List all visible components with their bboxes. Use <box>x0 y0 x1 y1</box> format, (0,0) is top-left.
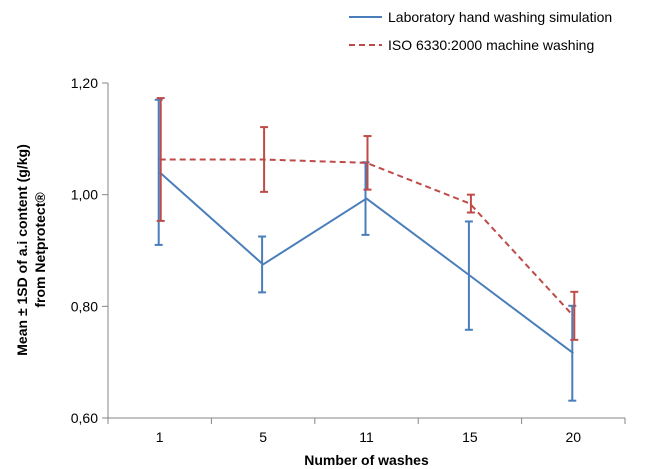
x-tick-label: 15 <box>462 429 478 445</box>
y-axis-title-line-2: from Netprotect® <box>32 192 48 308</box>
y-tick-label: 1,00 <box>71 187 98 203</box>
series-line <box>159 171 574 355</box>
series-machine-washing <box>156 97 579 341</box>
y-tick-label: 1,20 <box>71 75 98 91</box>
x-tick-label: 11 <box>359 429 374 445</box>
ticks: 0,600,801,001,201 5 11 15 20 <box>71 75 626 445</box>
x-tick-label: 1 <box>156 429 164 445</box>
legend-label-hand-washing: Laboratory hand washing simulation <box>388 9 612 25</box>
axes <box>107 83 625 419</box>
x-tick-label: 20 <box>566 429 582 445</box>
series <box>154 97 579 402</box>
y-axis-title: Mean ± 1SD of a.i content (g/kg) from Ne… <box>14 144 48 355</box>
x-tick-label: 5 <box>259 429 267 445</box>
y-axis-title-line-1: Mean ± 1SD of a.i content (g/kg) <box>14 144 30 355</box>
legend-label-machine-washing: ISO 6330:2000 machine washing <box>388 37 594 53</box>
legend: Laboratory hand washing simulation ISO 6… <box>349 9 612 53</box>
y-tick-label: 0,80 <box>71 298 98 314</box>
y-tick-label: 0,60 <box>71 410 98 426</box>
x-axis-title: Number of washes <box>304 452 429 468</box>
